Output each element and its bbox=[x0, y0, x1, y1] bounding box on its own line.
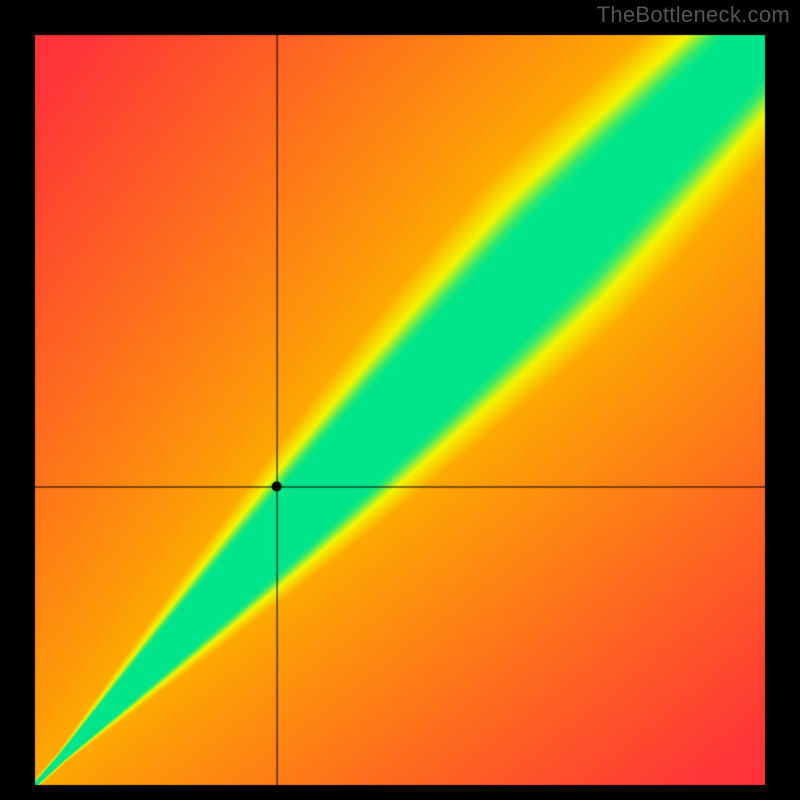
chart-container: TheBottleneck.com bbox=[0, 0, 800, 800]
heatmap-canvas bbox=[0, 0, 800, 800]
watermark-text: TheBottleneck.com bbox=[597, 2, 790, 28]
